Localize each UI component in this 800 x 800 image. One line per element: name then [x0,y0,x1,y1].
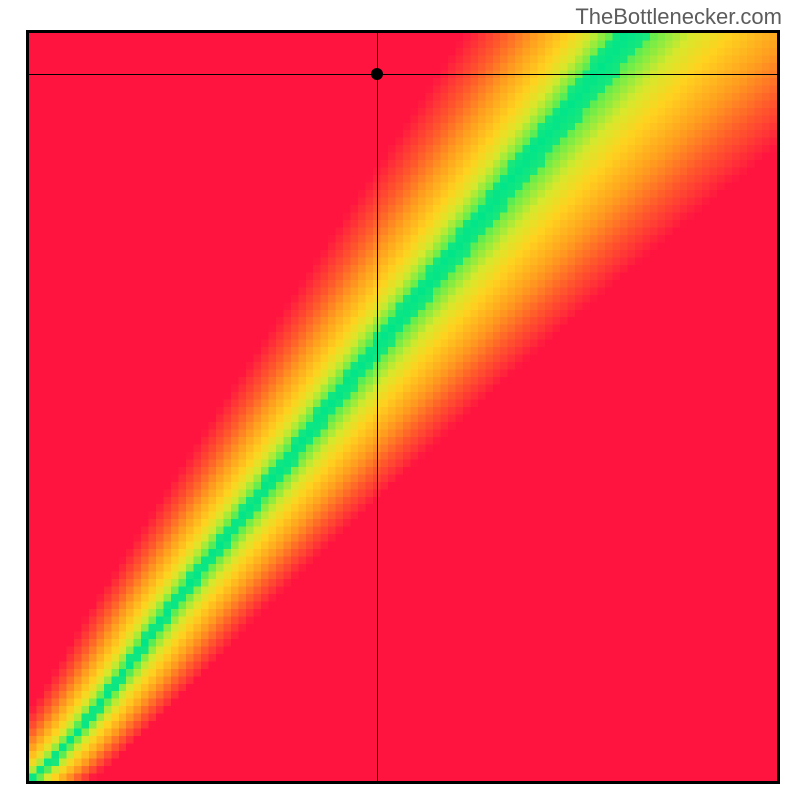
crosshair-vertical [377,33,378,781]
plot-area [26,30,780,784]
heatmap-canvas [29,33,777,781]
watermark-text: TheBottlenecker.com [575,4,782,30]
crosshair-horizontal [29,74,777,75]
marker-dot [371,68,383,80]
